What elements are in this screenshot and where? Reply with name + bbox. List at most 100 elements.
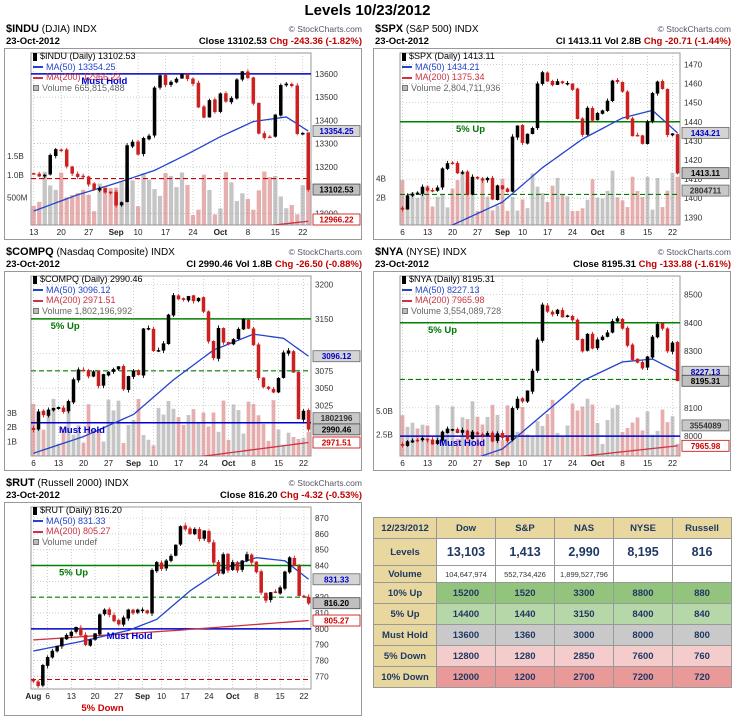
svg-text:20: 20 [91,692,101,701]
chart-title-line: © StockCharts.com $COMPQ (Nasdaq Composit… [6,246,362,259]
svg-text:22: 22 [299,459,309,468]
table-row-label: 5% Down [373,645,437,667]
table-row-volume: Volume 104,647,974 552,734,426 1,899,527,79… [373,565,732,583]
svg-text:22: 22 [298,228,308,237]
table-row-label: Must Hold [373,624,437,646]
svg-text:5% Up: 5% Up [59,568,88,579]
table-cell: 1200 [495,666,555,688]
candle-icon [402,275,406,284]
svg-text:Sep: Sep [135,692,150,701]
table-col-header: NYSE [613,517,673,539]
svg-text:15: 15 [271,228,281,237]
svg-text:500M: 500M [7,193,28,202]
svg-text:800: 800 [315,625,329,634]
svg-text:10: 10 [518,228,528,237]
candle-icon [33,506,37,515]
chart-title-line: © StockCharts.com $RUT (Russell 2000) IND… [6,477,362,490]
levels-table-block: 12/23/2012 Dow S&P NAS NYSE Russell Levels 13,1… [373,477,733,716]
chart-plot-spx: 1470 1460 1450 1440 1430 1420 1410 1400 1390 6 13 2… [376,52,730,237]
table-col-header: NAS [554,517,614,539]
ma50-line-icon [33,289,43,292]
table-cell: 880 [672,582,732,604]
svg-text:8000: 8000 [684,432,703,441]
chart-canvas-spx: 1470 1460 1450 1440 1430 1420 1410 1400 1390 6 13 2… [373,48,731,240]
svg-text:13400: 13400 [315,116,338,125]
svg-text:3150: 3150 [315,315,334,324]
svg-text:3075: 3075 [315,367,334,376]
candle-icon [33,275,37,284]
svg-text:17: 17 [543,459,553,468]
table-cell: 8,195 [613,538,673,566]
table-cell: 2850 [554,645,614,667]
chart-change: Chg -20.71 (-1.44%) [643,36,731,47]
legend-ma50: MA(50) 1434.21 [402,62,500,73]
svg-text:10: 10 [149,459,159,468]
chart-plot-nya: 8500840083008200810080006132027Sep101724… [376,275,730,468]
svg-text:1430: 1430 [684,137,703,146]
table-cell: 760 [672,645,732,667]
svg-text:780: 780 [315,657,329,666]
svg-text:20: 20 [448,228,458,237]
chart-date: 23-Oct-2012 [6,490,60,501]
table-cell: 1440 [495,603,555,625]
legend-volume: Volume 2,804,711,936 [402,83,500,94]
svg-text:8400: 8400 [684,319,703,328]
svg-text:8300: 8300 [684,347,703,356]
chart-symbol: $SPX [375,23,404,35]
svg-text:3096.12: 3096.12 [322,352,352,361]
ma200-line-icon [402,76,412,79]
svg-text:22: 22 [668,459,678,468]
svg-text:1470: 1470 [684,60,703,69]
svg-text:1420: 1420 [684,156,703,165]
table-row-up10: 10% Up 15200 1520 3300 8800 880 [373,582,732,604]
chart-block-indu: © StockCharts.com $INDU (DJIA) INDX 23-Oct… [4,23,364,240]
chart-index-name: (DJIA) INDX [39,24,97,35]
table-cell: 14400 [436,603,496,625]
legend-symbol: $SPX (Daily) 1413.11 [402,51,500,62]
svg-text:17: 17 [161,228,171,237]
table-row-up5: 5% Up 14400 1440 3150 8400 840 [373,603,732,625]
svg-text:22: 22 [668,228,678,237]
chart-plot-rut: 870860850840830820810800790780770Aug6132… [25,506,361,714]
table-col-header: Russell [672,517,732,539]
chart-header: © StockCharts.com $SPX (S&P 500) INDX 23-O… [373,23,733,48]
svg-text:Oct: Oct [214,228,228,237]
ma50-line-icon [33,520,43,523]
chart-legend: $RUT (Daily) 816.20 MA(50) 831.33 MA(200) … [33,505,122,547]
svg-text:8227.13: 8227.13 [691,368,721,377]
table-cell: 1280 [495,645,555,667]
svg-text:2804711: 2804711 [690,187,722,196]
chart-block-spx: © StockCharts.com $SPX (S&P 500) INDX 23-O… [373,23,733,240]
table-cell: 2700 [554,666,614,688]
svg-text:13: 13 [29,228,39,237]
chart-symbol: $COMPQ [6,246,54,258]
svg-text:Must Hold: Must Hold [439,438,485,449]
svg-text:8: 8 [246,228,251,237]
svg-text:3554089: 3554089 [690,421,722,430]
chart-quote-line: 23-Oct-2012 Cl 2990.46 Vol 1.8B Chg -26.5… [6,259,362,271]
svg-text:17: 17 [543,228,553,237]
svg-text:6: 6 [400,459,405,468]
svg-text:831.33: 831.33 [324,575,349,584]
ma200-line-icon [33,299,43,302]
table-cell: 8800 [613,582,673,604]
table-row-label: 5% Up [373,603,437,625]
svg-text:770: 770 [315,672,329,681]
svg-text:13500: 13500 [315,93,338,102]
table-cell: 552,734,426 [495,565,555,583]
chart-index-name: (NYSE) INDX [403,247,467,258]
table-header-row: 12/23/2012 Dow S&P NAS NYSE Russell [373,517,732,539]
chart-date: 23-Oct-2012 [375,259,429,270]
chart-quote: Close 8195.31 Chg -133.88 (-1.61%) [573,259,731,270]
chart-block-compq: © StockCharts.com $COMPQ (Nasdaq Composit… [4,246,364,471]
volume-icon [402,85,408,92]
table-col-header: S&P [495,517,555,539]
table-cell: 13,103 [436,538,496,566]
svg-text:816.20: 816.20 [324,599,349,608]
svg-text:13102.53: 13102.53 [319,186,354,195]
chart-change: Chg -4.32 (-0.53%) [280,490,362,501]
table-cell: 12800 [436,645,496,667]
svg-text:Oct: Oct [222,459,236,468]
legend-ma200: MA(200) 7965.98 [402,295,501,306]
